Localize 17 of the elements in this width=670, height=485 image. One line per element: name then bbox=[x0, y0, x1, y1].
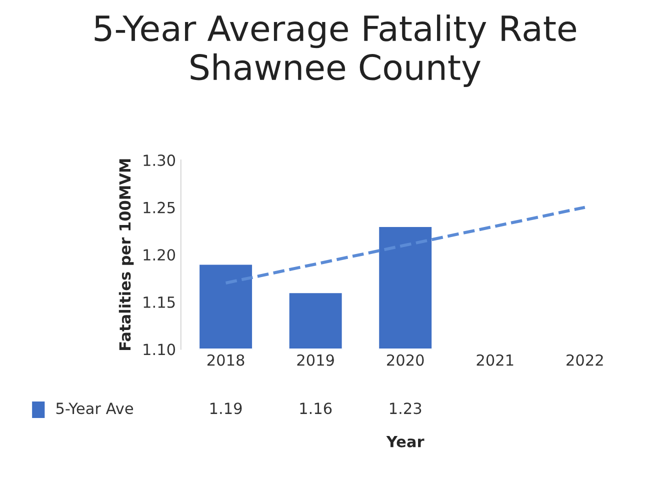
data-label: 1.16 bbox=[300, 402, 332, 414]
x-tick-label: 2021 bbox=[476, 354, 514, 366]
data-label: 1.19 bbox=[210, 402, 242, 414]
text: 1.10 bbox=[144, 344, 176, 356]
legend-label: 5-Year Ave bbox=[56, 402, 134, 414]
text: 1.20 bbox=[144, 249, 176, 261]
text: 1.25 bbox=[144, 202, 175, 214]
text: 1.30 bbox=[144, 154, 176, 166]
text: 1.15 bbox=[144, 296, 175, 308]
x-tick-label: 2020 bbox=[387, 354, 424, 366]
x-tick-label: 2018 bbox=[207, 354, 244, 366]
x-axis-title: Year bbox=[386, 436, 424, 448]
chart-title: 5-Year Average Fatality Rate Shawnee County bbox=[94, 14, 576, 88]
y-axis-title: Fatalities per 100MVM bbox=[118, 159, 134, 350]
data-label: 1.23 bbox=[390, 402, 422, 414]
x-tick-label: 2019 bbox=[297, 354, 334, 366]
x-tick-label: 2022 bbox=[566, 354, 603, 366]
